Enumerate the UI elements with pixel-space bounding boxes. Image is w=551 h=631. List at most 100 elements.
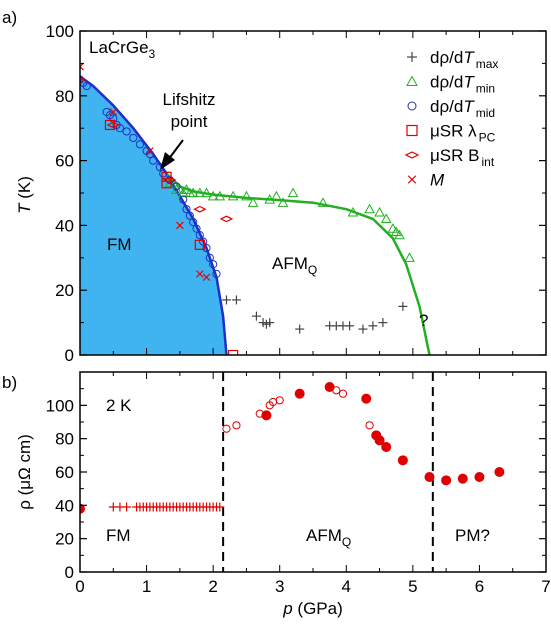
- point-a-s5-5: [202, 273, 211, 282]
- point-a-s1-19: [347, 206, 359, 217]
- point-a-s1-7: [194, 187, 206, 198]
- xtick-label-2: 2: [208, 577, 217, 596]
- point-b-s1-2: [255, 409, 264, 418]
- legend-label-5: M: [430, 171, 445, 190]
- point-a-s1-24: [390, 226, 402, 236]
- point-b-s0-1: [261, 410, 272, 421]
- xtick-label-0: 0: [75, 577, 84, 596]
- point-a-s4-2: [163, 176, 177, 184]
- panel-a: 0 20 40 60 80 100 LaCrGe3 Lifshitz point FM A…: [15, 22, 547, 365]
- afmq-phase-boundary: [165, 172, 431, 355]
- point-a-s0-12: [368, 321, 378, 331]
- point-a-s2-17: [172, 182, 181, 191]
- point-b-s2-0: [80, 504, 85, 514]
- point-a-s1-21: [374, 206, 385, 217]
- xtick-label-6: 6: [475, 577, 484, 596]
- ytick-label-b-1: 20: [55, 530, 74, 549]
- point-a-s2-25: [202, 243, 211, 253]
- lifshitz-label-line2: point: [171, 112, 208, 131]
- point-a-s2-22: [192, 224, 201, 233]
- unknown-phase-question: ?: [419, 311, 428, 330]
- legend-marker-4: [404, 151, 420, 159]
- point-b-s0-8: [397, 455, 408, 466]
- point-a-s4-3: [193, 205, 207, 213]
- point-a-s1-17: [287, 187, 299, 198]
- phase-boundaries-b: [222, 372, 434, 572]
- point-a-s1-8: [201, 187, 212, 198]
- legend-marker-1: [406, 75, 418, 86]
- point-a-s1-20: [364, 203, 375, 214]
- point-a-s2-18: [179, 195, 188, 204]
- panel-a-markers: [80, 62, 415, 355]
- phase-label-fm-b: FM: [106, 526, 131, 545]
- ytick-label-b-4: 80: [55, 430, 74, 449]
- point-a-s2-24: [199, 237, 208, 246]
- panel-label-b: b): [2, 373, 17, 392]
- point-a-s5-1: [109, 108, 118, 116]
- point-a-s1-15: [271, 190, 282, 201]
- point-a-s3-4: [228, 349, 239, 355]
- point-a-s2-28: [212, 269, 221, 279]
- ytick-label-b-0: 0: [65, 563, 74, 582]
- point-b-s2-3: [122, 502, 132, 512]
- point-a-s1-26: [404, 252, 415, 262]
- panel-b-markers: [80, 382, 505, 514]
- point-a-s5-4: [196, 270, 204, 278]
- point-a-s1-10: [214, 190, 226, 201]
- point-a-s2-7: [115, 124, 125, 133]
- x-axis-label: p (GPa): [282, 599, 343, 618]
- point-a-s1-13: [247, 197, 259, 207]
- legend-label-0: dρ/dT max: [430, 48, 498, 71]
- point-b-s1-8: [365, 421, 374, 430]
- point-a-s0-11: [358, 324, 368, 334]
- point-b-s0-13: [494, 467, 505, 477]
- point-a-s4-4: [219, 215, 234, 223]
- xtick-label-5: 5: [408, 577, 417, 596]
- point-a-s2-8: [122, 127, 131, 136]
- phase-label-afmq-a: AFMQ: [272, 254, 317, 277]
- point-a-s0-1: [231, 295, 241, 305]
- point-a-s2-20: [185, 211, 194, 220]
- fm-region: [80, 76, 227, 355]
- compound-label: LaCrGe3: [89, 38, 156, 61]
- point-a-s0-13: [378, 318, 388, 328]
- point-a-s0-6: [295, 324, 305, 334]
- lifshitz-arrow: [160, 139, 184, 170]
- point-a-s1-11: [227, 190, 239, 201]
- legend-marker-3: [406, 124, 418, 137]
- point-b-s0-6: [374, 435, 385, 446]
- point-b-s2-29: [215, 502, 225, 512]
- legend-marker-5: [407, 175, 417, 184]
- point-b-s1-5: [275, 396, 284, 405]
- point-b-s0-11: [457, 473, 468, 484]
- point-b-s0-4: [361, 393, 372, 404]
- point-a-s1-9: [207, 190, 219, 201]
- point-a-s1-4: [181, 184, 192, 194]
- xtick-label-4: 4: [342, 577, 351, 596]
- legend-label-1: dρ/dT min: [430, 73, 495, 96]
- lifshitz-label-line1: Lifshitz: [163, 90, 216, 109]
- point-b-s0-9: [424, 472, 435, 482]
- ytick-label-a-5: 100: [46, 22, 74, 41]
- phase-label-afmq-b: AFMQ: [306, 526, 351, 549]
- xtick-label-7: 7: [541, 577, 550, 596]
- point-a-s0-2: [251, 311, 261, 321]
- panel-a-ticks: 0 20 40 60 80 100: [46, 22, 547, 365]
- y-axis-label-b: ρ (μΩ cm): [15, 434, 34, 510]
- point-a-s0-5: [265, 318, 275, 328]
- point-b-s1-1: [232, 421, 241, 430]
- point-a-s1-16: [277, 197, 289, 207]
- phase-label-pm-b: PM?: [455, 526, 490, 545]
- temperature-label-b: 2 K: [106, 396, 132, 415]
- point-b-s0-7: [381, 442, 392, 452]
- point-a-s1-2: [174, 184, 186, 194]
- phase-label-fm-a: FM: [107, 235, 132, 254]
- point-a-s5-0: [80, 62, 84, 71]
- point-a-s4-1: [106, 121, 121, 129]
- point-a-s2-19: [182, 205, 191, 214]
- xtick-label-1: 1: [142, 577, 151, 596]
- point-b-s0-12: [474, 472, 485, 482]
- point-b-s1-6: [332, 386, 341, 395]
- point-a-s3-0: [104, 119, 116, 131]
